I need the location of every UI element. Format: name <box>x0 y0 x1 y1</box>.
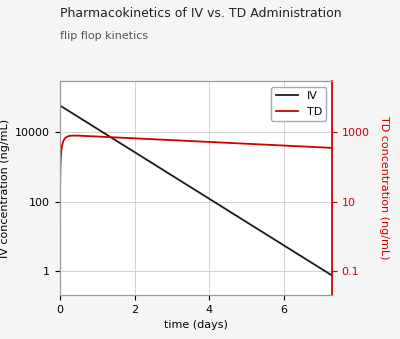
IV <box>72 112 76 116</box>
Y-axis label: TD concentration (ng/mL): TD concentration (ng/mL) <box>379 116 389 260</box>
TD <box>272 143 277 147</box>
IV <box>183 182 188 186</box>
IV <box>272 237 276 241</box>
Y-axis label: IV concentration (ng/mL): IV concentration (ng/mL) <box>0 119 10 258</box>
TD <box>183 139 188 143</box>
Legend: IV, TD: IV, TD <box>271 87 326 121</box>
Line: TD: TD <box>60 136 332 339</box>
IV <box>322 268 326 273</box>
IV <box>322 268 326 273</box>
IV <box>58 103 62 107</box>
Text: Pharmacokinetics of IV vs. TD Administration: Pharmacokinetics of IV vs. TD Administra… <box>60 7 342 20</box>
Text: flip flop kinetics: flip flop kinetics <box>60 31 148 40</box>
IV <box>190 186 195 190</box>
TD <box>190 139 195 143</box>
IV <box>330 274 334 278</box>
Line: IV: IV <box>60 105 332 276</box>
TD <box>330 146 334 150</box>
X-axis label: time (days): time (days) <box>164 320 228 330</box>
TD <box>72 134 76 138</box>
TD <box>322 145 326 149</box>
TD <box>322 145 327 149</box>
TD <box>72 134 77 138</box>
